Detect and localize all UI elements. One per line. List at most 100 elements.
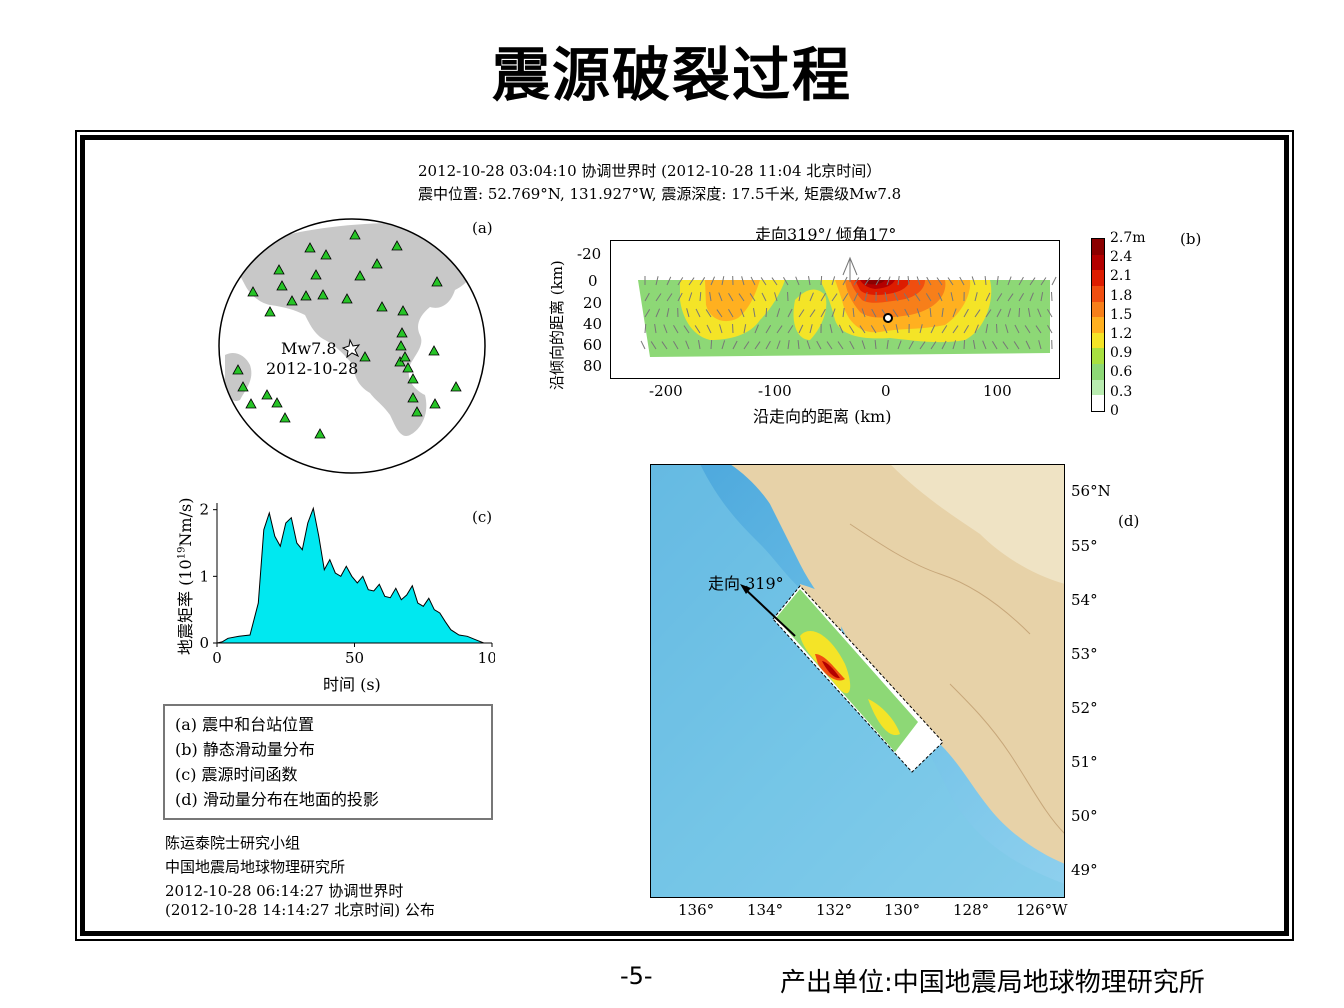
station-triangle-icon (271, 397, 283, 408)
event-location-header: 震中位置: 52.769°N, 131.927°W, 震源深度: 17.5千米,… (418, 185, 902, 203)
epicenter-star-icon (341, 338, 361, 359)
panel-b-ytick: -20 (577, 245, 602, 263)
legend-item: (b) 静态滑动量分布 (175, 740, 315, 759)
station-triangle-icon (304, 242, 316, 253)
colorbar-label: 1.2 (1110, 326, 1133, 342)
station-triangle-icon (317, 289, 329, 300)
colorbar-label: 0.6 (1110, 364, 1133, 381)
panel-legend-box: (a) 震中和台站位置 (b) 静态滑动量分布 (c) 震源时间函数 (d) 滑… (163, 704, 493, 820)
colorbar-labels: 2.7m 2.4 2.1 1.8 1.5 1.2 0.9 0.6 0.3 0 (1110, 230, 1170, 420)
station-triangle-icon (279, 412, 291, 423)
panel-a-label: (a) (472, 219, 493, 237)
colorbar-label: 2.7m (1110, 230, 1146, 246)
longitude-label: 128° (953, 901, 990, 919)
station-triangle-icon (237, 381, 249, 392)
latitude-label: 50° (1071, 807, 1098, 825)
source-time-function-chart: 0 1 2 0 50 100 (199, 501, 495, 665)
figure-frame-inner (80, 135, 1289, 936)
slip-colorbar (1091, 238, 1105, 412)
station-triangle-icon (391, 240, 403, 251)
colorbar-label: 0 (1110, 402, 1119, 419)
event-date-label: 2012-10-28 (266, 359, 359, 378)
colorbar-label: 0.9 (1110, 345, 1133, 362)
longitude-label: 134° (747, 901, 784, 919)
colorbar-swatch (1091, 348, 1105, 365)
panel-c-ylabel: 地震矩率 (1019Nm/s) (176, 497, 195, 655)
station-triangle-icon (395, 340, 407, 351)
colorbar-label: 1.5 (1110, 306, 1133, 323)
station-triangle-icon (276, 280, 288, 291)
panel-d-label: (d) (1118, 512, 1140, 530)
panel-b-xtick: -200 (649, 382, 683, 400)
panel-c-xlabel: 时间 (s) (323, 675, 381, 694)
panel-b-title: 走向319°/ 倾角17° (755, 225, 897, 244)
colorbar-label: 2.1 (1110, 268, 1133, 285)
strike-direction-label: 走向 319° (708, 574, 784, 593)
station-triangle-icon (232, 364, 244, 375)
station-triangle-icon (341, 293, 353, 304)
station-triangle-icon (300, 290, 312, 301)
slip-distribution-plot (610, 240, 1060, 379)
station-triangle-icon (245, 398, 257, 409)
moment-rate-area (216, 506, 484, 644)
station-triangle-icon (429, 398, 441, 409)
colorbar-swatch (1091, 332, 1105, 349)
colorbar-swatch (1091, 364, 1105, 380)
latitude-label: 56°N (1071, 482, 1111, 500)
legend-item: (a) 震中和台站位置 (175, 715, 315, 734)
figure-frame-outer (75, 130, 1294, 941)
x-tick-label: 100 (478, 649, 495, 665)
y-tick-label: 2 (199, 501, 209, 519)
colorbar-swatch (1091, 270, 1105, 286)
station-triangle-icon (359, 351, 371, 362)
hypocenter-star-icon (883, 313, 893, 323)
panel-b-xtick: 100 (983, 382, 1012, 400)
station-triangle-icon (314, 428, 326, 439)
latitude-label: 52° (1071, 699, 1098, 717)
colorbar-swatch (1091, 285, 1105, 302)
latitude-label: 49° (1071, 861, 1098, 879)
credit-time-beijing: (2012-10-28 14:14:27 北京时间) 公布 (165, 901, 435, 919)
station-triangle-icon (310, 269, 322, 280)
station-triangle-icon (286, 295, 298, 306)
panel-b-ytick: 60 (583, 336, 603, 354)
credit-time-utc: 2012-10-28 06:14:27 协调世界时 (165, 882, 404, 900)
station-triangle-icon (394, 356, 406, 367)
credit-group: 陈运泰院士研究小组 (165, 834, 301, 852)
legend-item: (c) 震源时间函数 (175, 765, 298, 784)
station-triangle-icon (376, 301, 388, 312)
station-triangle-icon (261, 389, 273, 400)
page-number: -5- (620, 962, 653, 990)
station-triangle-icon (354, 270, 366, 281)
colorbar-label: 2.4 (1110, 249, 1133, 266)
colorbar-swatch (1091, 301, 1105, 318)
y-tick-label: 0 (199, 634, 209, 652)
colorbar-swatch (1091, 395, 1105, 411)
station-triangle-icon (428, 345, 440, 356)
legend-item: (d) 滑动量分布在地面的投影 (175, 790, 379, 809)
station-triangle-icon (402, 362, 414, 373)
station-triangle-icon (450, 381, 462, 392)
colorbar-swatch (1091, 317, 1105, 333)
longitude-label: 132° (816, 901, 853, 919)
colorbar-label: 1.8 (1110, 287, 1133, 304)
slide-title: 震源破裂过程 (491, 41, 852, 109)
station-triangle-icon (396, 327, 408, 338)
colorbar-swatch (1091, 379, 1105, 396)
panel-b-xlabel: 沿走向的距离 (km) (753, 407, 892, 426)
slip-projection-map (650, 464, 1065, 898)
station-triangle-icon (273, 264, 285, 275)
longitude-label: 136° (678, 901, 715, 919)
longitude-label: 130° (884, 901, 921, 919)
panel-b-ylabel: 沿倾向的距离 (km) (548, 260, 566, 390)
latitude-label: 53° (1071, 645, 1098, 663)
colorbar-label: 0.3 (1110, 383, 1133, 400)
latitude-label: 55° (1071, 537, 1098, 555)
colorbar-swatch (1091, 239, 1105, 255)
station-triangle-icon (407, 392, 419, 403)
station-triangle-icon (264, 306, 276, 317)
station-triangle-icon (247, 286, 259, 297)
x-tick-label: 0 (212, 649, 222, 665)
x-tick-label: 50 (345, 649, 364, 665)
panel-b-ytick: 80 (583, 357, 603, 375)
